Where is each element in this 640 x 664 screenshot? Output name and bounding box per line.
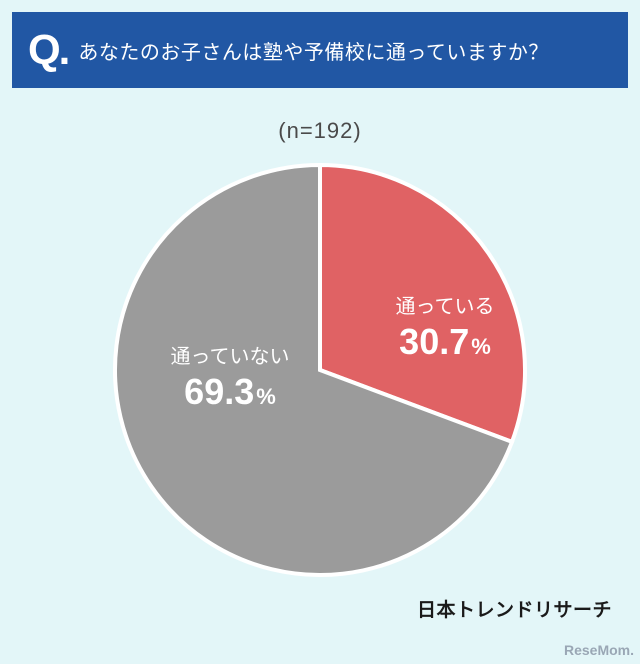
sample-size-label: (n=192) <box>0 118 640 144</box>
source-label: 日本トレンドリサーチ <box>417 595 612 622</box>
q-mark: Q. <box>28 26 68 74</box>
pie-chart: 通っている30.7%通っていない69.3% <box>110 160 530 580</box>
pie-svg <box>110 160 530 580</box>
question-header: Q. あなたのお子さんは塾や予備校に通っていますか？ <box>12 12 628 88</box>
watermark-line2: Mom. <box>597 642 634 658</box>
watermark-line1: Rese <box>564 642 597 658</box>
watermark: ReseMom. <box>564 642 634 658</box>
question-text: あなたのお子さんは塾や予備校に通っていますか？ <box>78 36 549 65</box>
